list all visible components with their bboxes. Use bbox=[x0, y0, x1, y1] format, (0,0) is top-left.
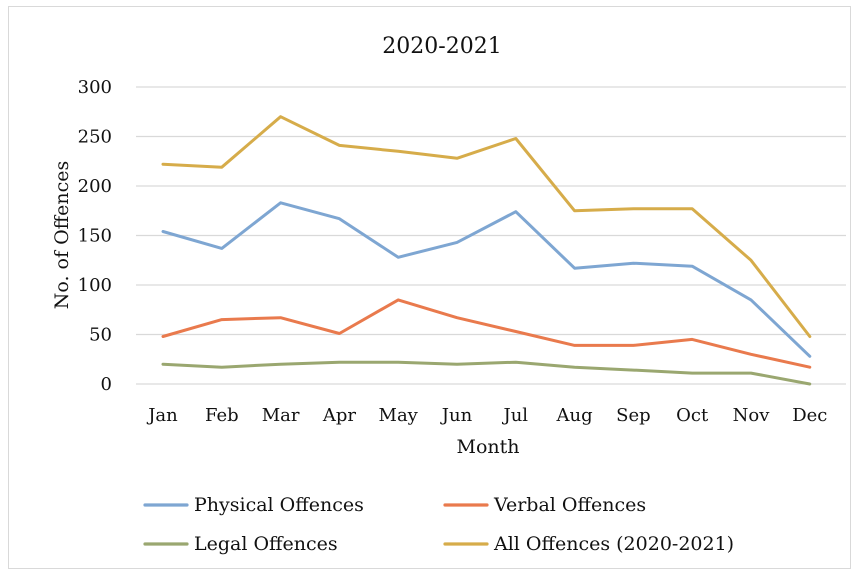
legend-label-2: Legal Offences bbox=[194, 533, 338, 555]
series-line-1 bbox=[161, 298, 812, 369]
y-tick-label: 200 bbox=[78, 176, 112, 197]
x-axis-title: Month bbox=[456, 436, 519, 458]
x-tick-label: Oct bbox=[676, 405, 709, 426]
legend-label-3: All Offences (2020-2021) bbox=[493, 533, 734, 555]
y-tick-label: 100 bbox=[78, 275, 112, 296]
y-gridlines bbox=[136, 86, 846, 385]
x-tick-label: May bbox=[379, 405, 419, 426]
x-tick-label: Mar bbox=[262, 405, 300, 426]
legend: Physical Offences Verbal Offences Legal Of… bbox=[143, 494, 734, 555]
x-tick-label: Apr bbox=[322, 405, 357, 426]
chart-frame bbox=[8, 6, 851, 569]
x-tick-label: Jul bbox=[502, 405, 529, 426]
y-axis-title: No. of Offences bbox=[51, 161, 73, 310]
x-tick-label: Aug bbox=[556, 405, 593, 426]
x-tick-label: Sep bbox=[616, 405, 651, 426]
y-tick-label: 0 bbox=[101, 374, 112, 395]
y-tick-label: 300 bbox=[78, 77, 112, 98]
legend-label-1: Verbal Offences bbox=[493, 494, 646, 516]
series-lines bbox=[161, 115, 812, 386]
x-tick-labels: Jan Feb Mar Apr May Jun Jul Aug Sep Oct Nov Dec bbox=[146, 405, 827, 426]
series-line-3 bbox=[161, 115, 812, 338]
x-tick-label: Feb bbox=[205, 405, 239, 426]
x-tick-label: Dec bbox=[792, 405, 827, 426]
series-line-0 bbox=[161, 201, 812, 358]
x-tick-label: Jun bbox=[440, 405, 473, 426]
y-tick-labels: 0 50 100 150 200 250 300 bbox=[78, 77, 112, 395]
series-line-2 bbox=[161, 360, 812, 386]
y-tick-label: 150 bbox=[78, 226, 112, 247]
legend-label-0: Physical Offences bbox=[194, 494, 364, 516]
y-tick-label: 250 bbox=[78, 127, 112, 148]
chart-title: 2020-2021 bbox=[382, 34, 501, 59]
y-tick-label: 50 bbox=[89, 325, 112, 346]
x-tick-label: Nov bbox=[733, 405, 771, 426]
x-tick-label: Jan bbox=[146, 405, 178, 426]
